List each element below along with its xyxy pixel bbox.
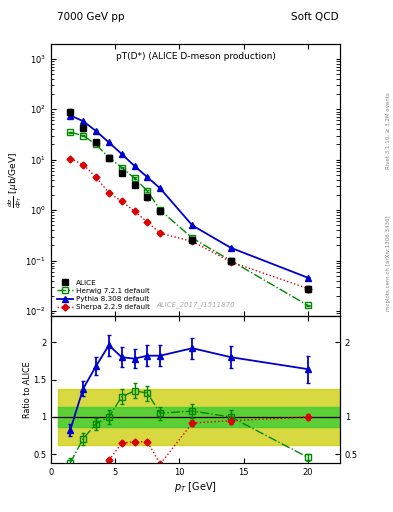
Text: mcplots.cern.ch [arXiv:1306.3436]: mcplots.cern.ch [arXiv:1306.3436]	[386, 215, 391, 311]
Text: ALICE_2017_I1511870: ALICE_2017_I1511870	[156, 301, 235, 308]
Text: Rivet 3.1.10, ≥ 3.2M events: Rivet 3.1.10, ≥ 3.2M events	[386, 92, 391, 169]
Y-axis label: $\frac{d\sigma}{dp_T}$ [$\mu$b/GeV]: $\frac{d\sigma}{dp_T}$ [$\mu$b/GeV]	[7, 152, 24, 208]
X-axis label: $p_T$ [GeV]: $p_T$ [GeV]	[174, 480, 217, 494]
Legend: ALICE, Herwig 7.2.1 default, Pythia 8.308 default, Sherpa 2.2.9 default: ALICE, Herwig 7.2.1 default, Pythia 8.30…	[55, 278, 152, 312]
Text: 7000 GeV pp: 7000 GeV pp	[57, 11, 125, 22]
Text: pT(D*) (ALICE D-meson production): pT(D*) (ALICE D-meson production)	[116, 52, 275, 61]
Y-axis label: Ratio to ALICE: Ratio to ALICE	[23, 361, 32, 418]
Text: Soft QCD: Soft QCD	[291, 11, 339, 22]
